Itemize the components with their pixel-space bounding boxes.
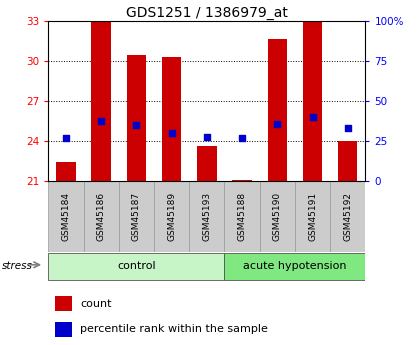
Bar	[55, 322, 72, 337]
Point	[203, 134, 210, 140]
FancyBboxPatch shape	[330, 181, 365, 252]
FancyBboxPatch shape	[154, 181, 189, 252]
Point	[309, 114, 316, 120]
Text: control: control	[117, 261, 156, 271]
Bar	[162, 57, 181, 181]
FancyBboxPatch shape	[84, 181, 119, 252]
Bar	[56, 162, 76, 181]
Text: GSM45186: GSM45186	[97, 192, 106, 241]
Bar	[268, 39, 287, 181]
Point	[274, 121, 281, 126]
Point	[98, 118, 105, 124]
Text: GSM45192: GSM45192	[343, 192, 352, 241]
Text: stress: stress	[2, 262, 33, 271]
FancyBboxPatch shape	[224, 253, 365, 280]
Bar	[92, 22, 111, 181]
Point	[63, 136, 69, 141]
Text: GSM45193: GSM45193	[202, 192, 211, 241]
Bar	[127, 56, 146, 181]
Title: GDS1251 / 1386979_at: GDS1251 / 1386979_at	[126, 6, 288, 20]
Text: acute hypotension: acute hypotension	[243, 261, 346, 271]
Bar	[303, 21, 322, 181]
Text: GSM45188: GSM45188	[238, 192, 247, 241]
Text: GSM45190: GSM45190	[273, 192, 282, 241]
Point	[239, 136, 245, 141]
Bar	[197, 146, 217, 181]
FancyBboxPatch shape	[48, 253, 224, 280]
Point	[133, 122, 140, 128]
Text: GSM45189: GSM45189	[167, 192, 176, 241]
Text: GSM45191: GSM45191	[308, 192, 317, 241]
Text: GSM45184: GSM45184	[61, 192, 71, 241]
FancyBboxPatch shape	[119, 181, 154, 252]
Bar	[232, 180, 252, 181]
Text: GSM45187: GSM45187	[132, 192, 141, 241]
FancyBboxPatch shape	[260, 181, 295, 252]
Bar	[338, 141, 357, 181]
Text: count: count	[80, 299, 112, 309]
Point	[168, 130, 175, 136]
FancyBboxPatch shape	[189, 181, 224, 252]
Bar	[55, 296, 72, 311]
Text: percentile rank within the sample: percentile rank within the sample	[80, 324, 268, 334]
FancyBboxPatch shape	[48, 181, 84, 252]
FancyBboxPatch shape	[295, 181, 330, 252]
FancyBboxPatch shape	[224, 181, 260, 252]
Point	[344, 125, 351, 130]
